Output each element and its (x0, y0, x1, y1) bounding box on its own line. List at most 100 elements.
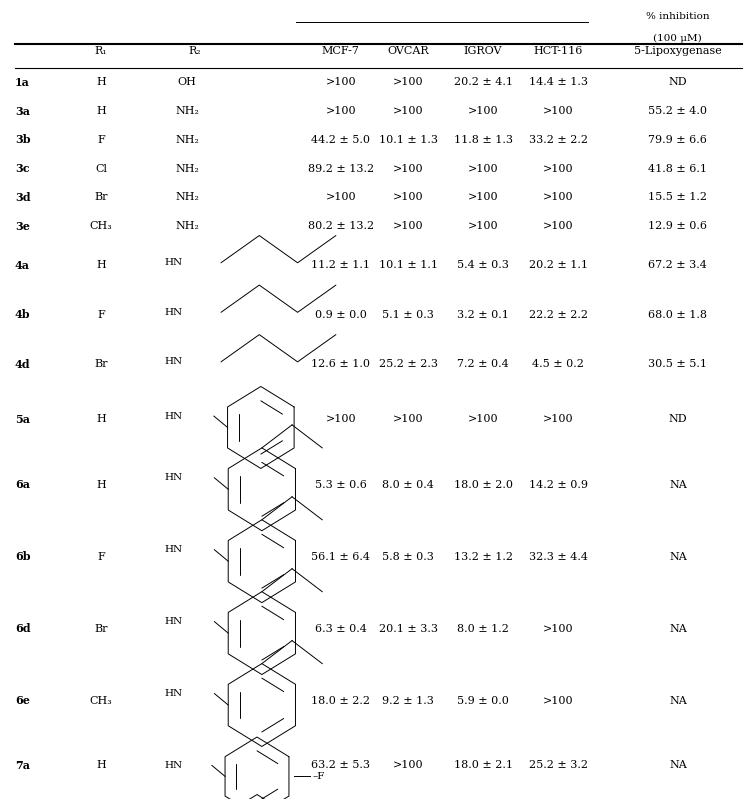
Text: 14.4 ± 1.3: 14.4 ± 1.3 (529, 78, 587, 87)
Text: H: H (96, 106, 106, 116)
Text: 6d: 6d (15, 623, 31, 634)
Text: NA: NA (669, 480, 687, 490)
Text: 5.9 ± 0.0: 5.9 ± 0.0 (457, 696, 509, 706)
Text: Br: Br (94, 624, 108, 634)
Text: 6e: 6e (15, 695, 30, 706)
Text: >100: >100 (543, 164, 573, 173)
Text: 8.0 ± 1.2: 8.0 ± 1.2 (457, 624, 509, 634)
Text: 63.2 ± 5.3: 63.2 ± 5.3 (312, 761, 370, 770)
Text: 3e: 3e (15, 221, 30, 232)
Text: >100: >100 (393, 414, 423, 424)
Text: 18.0 ± 2.1: 18.0 ± 2.1 (454, 761, 512, 770)
Text: NH₂: NH₂ (175, 135, 199, 145)
Text: 11.8 ± 1.3: 11.8 ± 1.3 (454, 135, 512, 145)
Text: NH₂: NH₂ (175, 193, 199, 202)
Text: 5-Lipoxygenase: 5-Lipoxygenase (634, 46, 722, 57)
Text: >100: >100 (468, 221, 498, 231)
Text: 4d: 4d (15, 359, 31, 370)
Text: Cl: Cl (95, 164, 107, 173)
Text: 18.0 ± 2.0: 18.0 ± 2.0 (454, 480, 512, 490)
Text: HN: HN (165, 357, 183, 367)
Text: (100 μM): (100 μM) (653, 34, 703, 43)
Text: 3a: 3a (15, 105, 30, 117)
Text: ND: ND (669, 78, 687, 87)
Text: HN: HN (165, 308, 183, 317)
Text: 5.3 ± 0.6: 5.3 ± 0.6 (315, 480, 367, 490)
Text: >100: >100 (393, 78, 423, 87)
Text: HN: HN (165, 545, 183, 555)
Text: 18.0 ± 2.2: 18.0 ± 2.2 (312, 696, 370, 706)
Text: 44.2 ± 5.0: 44.2 ± 5.0 (312, 135, 370, 145)
Text: NA: NA (669, 552, 687, 562)
Text: CH₃: CH₃ (90, 221, 112, 231)
Text: 3d: 3d (15, 192, 31, 203)
Text: –F: –F (312, 772, 325, 781)
Text: 25.2 ± 3.2: 25.2 ± 3.2 (529, 761, 587, 770)
Text: NA: NA (669, 624, 687, 634)
Text: 1a: 1a (15, 77, 30, 88)
Text: NH₂: NH₂ (175, 164, 199, 173)
Text: >100: >100 (326, 106, 356, 116)
Text: 68.0 ± 1.8: 68.0 ± 1.8 (649, 310, 707, 320)
Text: 6a: 6a (15, 479, 30, 491)
Text: H: H (96, 480, 106, 490)
Text: H: H (96, 260, 106, 270)
Text: >100: >100 (468, 414, 498, 424)
Text: 14.2 ± 0.9: 14.2 ± 0.9 (529, 480, 587, 490)
Text: HN: HN (165, 473, 183, 483)
Text: OVCAR: OVCAR (387, 46, 429, 57)
Text: 30.5 ± 5.1: 30.5 ± 5.1 (649, 360, 707, 369)
Text: 7a: 7a (15, 760, 30, 771)
Text: 32.3 ± 4.4: 32.3 ± 4.4 (529, 552, 587, 562)
Text: >100: >100 (393, 221, 423, 231)
Text: >100: >100 (543, 106, 573, 116)
Text: 80.2 ± 13.2: 80.2 ± 13.2 (308, 221, 374, 231)
Text: OH: OH (178, 78, 197, 87)
Text: 6.3 ± 0.4: 6.3 ± 0.4 (315, 624, 367, 634)
Text: >100: >100 (468, 193, 498, 202)
Text: 4a: 4a (15, 260, 30, 271)
Text: >100: >100 (543, 696, 573, 706)
Text: 20.1 ± 3.3: 20.1 ± 3.3 (379, 624, 437, 634)
Text: 6b: 6b (15, 551, 31, 562)
Text: NH₂: NH₂ (175, 106, 199, 116)
Text: HCT-116: HCT-116 (533, 46, 583, 57)
Text: >100: >100 (393, 164, 423, 173)
Text: 22.2 ± 2.2: 22.2 ± 2.2 (529, 310, 587, 320)
Text: 41.8 ± 6.1: 41.8 ± 6.1 (649, 164, 707, 173)
Text: 5.1 ± 0.3: 5.1 ± 0.3 (382, 310, 434, 320)
Text: >100: >100 (393, 193, 423, 202)
Text: 3b: 3b (15, 134, 31, 145)
Text: F: F (97, 552, 105, 562)
Text: 11.2 ± 1.1: 11.2 ± 1.1 (312, 260, 370, 270)
Text: 25.2 ± 2.3: 25.2 ± 2.3 (379, 360, 437, 369)
Text: >100: >100 (326, 414, 356, 424)
Text: 5.4 ± 0.3: 5.4 ± 0.3 (457, 260, 509, 270)
Text: ND: ND (669, 414, 687, 424)
Text: HN: HN (165, 411, 183, 420)
Text: H: H (96, 761, 106, 770)
Text: >100: >100 (393, 106, 423, 116)
Text: NA: NA (669, 761, 687, 770)
Text: R₂: R₂ (189, 46, 201, 57)
Text: 8.0 ± 0.4: 8.0 ± 0.4 (382, 480, 434, 490)
Text: Br: Br (94, 193, 108, 202)
Text: 33.2 ± 2.2: 33.2 ± 2.2 (529, 135, 587, 145)
Text: HN: HN (165, 689, 183, 698)
Text: H: H (96, 78, 106, 87)
Text: HN: HN (165, 258, 183, 268)
Text: 5.8 ± 0.3: 5.8 ± 0.3 (382, 552, 434, 562)
Text: 12.9 ± 0.6: 12.9 ± 0.6 (649, 221, 707, 231)
Text: 20.2 ± 1.1: 20.2 ± 1.1 (529, 260, 587, 270)
Text: Br: Br (94, 360, 108, 369)
Text: MCF-7: MCF-7 (322, 46, 360, 57)
Text: 20.2 ± 4.1: 20.2 ± 4.1 (454, 78, 512, 87)
Text: 15.5 ± 1.2: 15.5 ± 1.2 (649, 193, 707, 202)
Text: 5a: 5a (15, 414, 30, 424)
Text: R₁: R₁ (95, 46, 107, 57)
Text: HN: HN (165, 617, 183, 626)
Text: H: H (96, 414, 106, 424)
Text: >100: >100 (468, 106, 498, 116)
Text: IGROV: IGROV (464, 46, 503, 57)
Text: 55.2 ± 4.0: 55.2 ± 4.0 (649, 106, 707, 116)
